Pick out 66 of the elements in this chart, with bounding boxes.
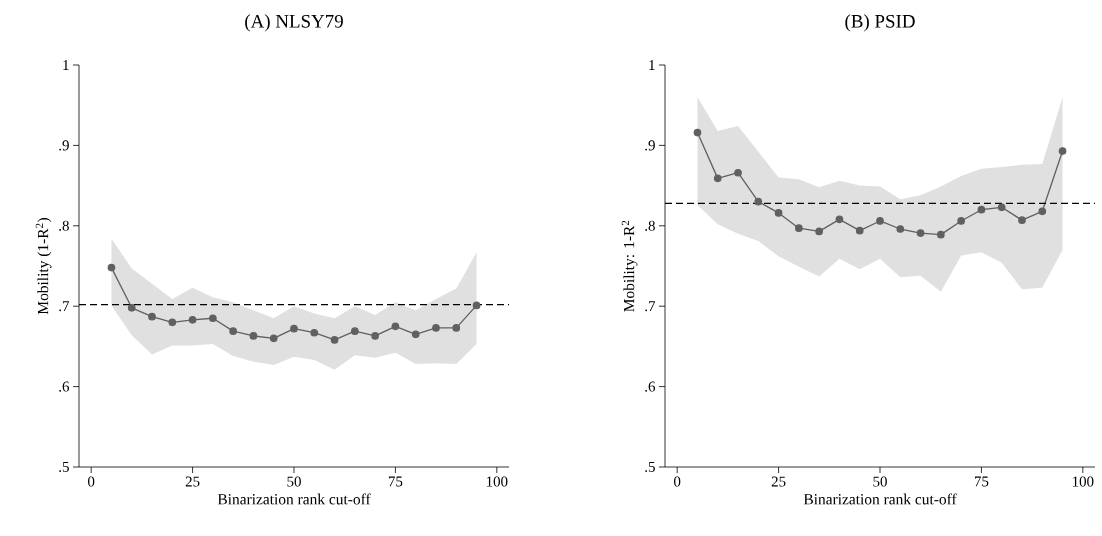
x-tick-label: 0: [88, 476, 95, 487]
point: [472, 301, 481, 310]
point: [693, 128, 702, 137]
y-tick-label: 1: [63, 60, 69, 70]
point: [411, 330, 420, 339]
point: [1018, 216, 1026, 225]
point: [937, 230, 945, 239]
point: [209, 314, 217, 323]
point: [107, 263, 116, 272]
y-tick-label: 1: [649, 60, 655, 70]
x-tick-label: 0: [674, 476, 681, 487]
y-tick-label: .8: [59, 220, 69, 231]
point: [734, 168, 742, 177]
point: [148, 312, 156, 321]
point: [977, 205, 986, 214]
point: [774, 209, 783, 217]
chart-title: (A) NLSY79: [245, 14, 343, 32]
point: [452, 324, 461, 332]
x-tick-label: 50: [873, 476, 887, 487]
point: [754, 197, 763, 206]
y-tick-label: .5: [645, 462, 655, 473]
point: [1058, 147, 1067, 155]
x-tick-label: 50: [287, 476, 301, 487]
point: [997, 203, 1006, 212]
point: [371, 332, 379, 340]
y-tick-label: .7: [59, 301, 70, 312]
point: [330, 336, 339, 344]
point: [916, 229, 925, 237]
point: [957, 217, 965, 225]
x-axis-title: Binarization rank cut-off: [217, 493, 371, 505]
y-axis-title: Mobility: 1-R$^{2}$: [621, 220, 638, 312]
point: [249, 332, 258, 340]
x-tick-label: 25: [771, 476, 786, 487]
x-tick-label: 100: [1072, 476, 1094, 487]
point: [269, 334, 278, 343]
point: [188, 316, 197, 324]
x-tick-label: 75: [388, 476, 403, 487]
point: [876, 217, 884, 225]
point: [713, 174, 722, 183]
point: [168, 318, 177, 327]
x-axis-title: Binarization rank cut-off: [803, 493, 957, 505]
point: [351, 327, 359, 335]
y-tick-label: .8: [645, 220, 655, 231]
y-tick-label: .6: [59, 381, 70, 392]
point: [127, 303, 136, 312]
point: [896, 225, 905, 233]
x-tick-label: 100: [486, 476, 508, 487]
y-tick-label: .9: [645, 140, 655, 151]
point: [1038, 207, 1047, 216]
point: [835, 215, 844, 224]
point: [229, 327, 237, 335]
chart-title: (B) PSID: [845, 14, 915, 32]
y-tick-label: .7: [645, 301, 656, 312]
x-tick-label: 25: [185, 476, 200, 487]
y-tick-label: .6: [645, 381, 656, 392]
point: [290, 324, 298, 333]
point: [855, 226, 864, 235]
y-tick-label: .5: [59, 462, 69, 473]
point: [795, 224, 803, 233]
point: [432, 324, 440, 332]
point: [391, 322, 400, 331]
y-tick-label: .9: [59, 140, 69, 151]
point: [310, 328, 319, 337]
point: [815, 227, 824, 236]
x-tick-label: 75: [974, 476, 989, 487]
y-axis-title: Mobility (1-R$^{2}$): [35, 218, 52, 315]
